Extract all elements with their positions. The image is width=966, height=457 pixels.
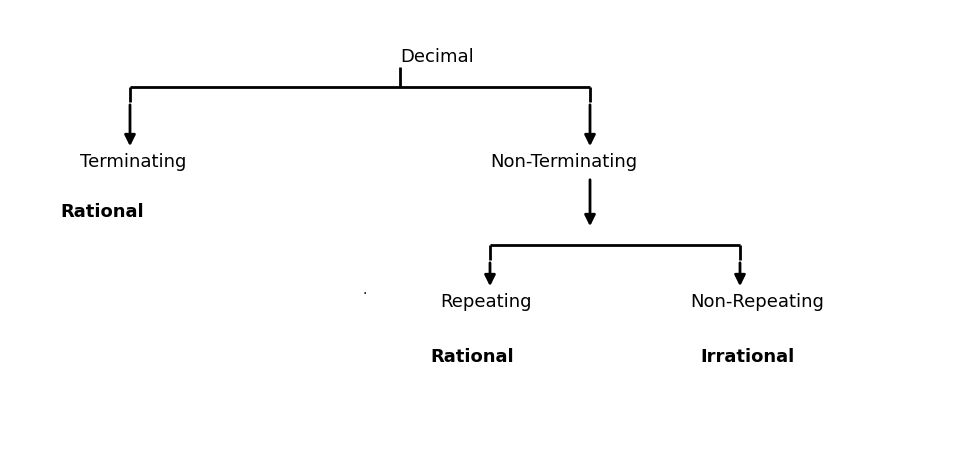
Text: Irrational: Irrational bbox=[700, 348, 794, 366]
Text: Non-Repeating: Non-Repeating bbox=[690, 293, 824, 311]
Text: Decimal: Decimal bbox=[400, 48, 473, 66]
Text: ·: · bbox=[363, 287, 367, 301]
Text: Terminating: Terminating bbox=[80, 153, 186, 171]
Text: Rational: Rational bbox=[60, 203, 144, 221]
Text: Repeating: Repeating bbox=[440, 293, 531, 311]
Text: Rational: Rational bbox=[430, 348, 514, 366]
Text: Non-Terminating: Non-Terminating bbox=[490, 153, 638, 171]
